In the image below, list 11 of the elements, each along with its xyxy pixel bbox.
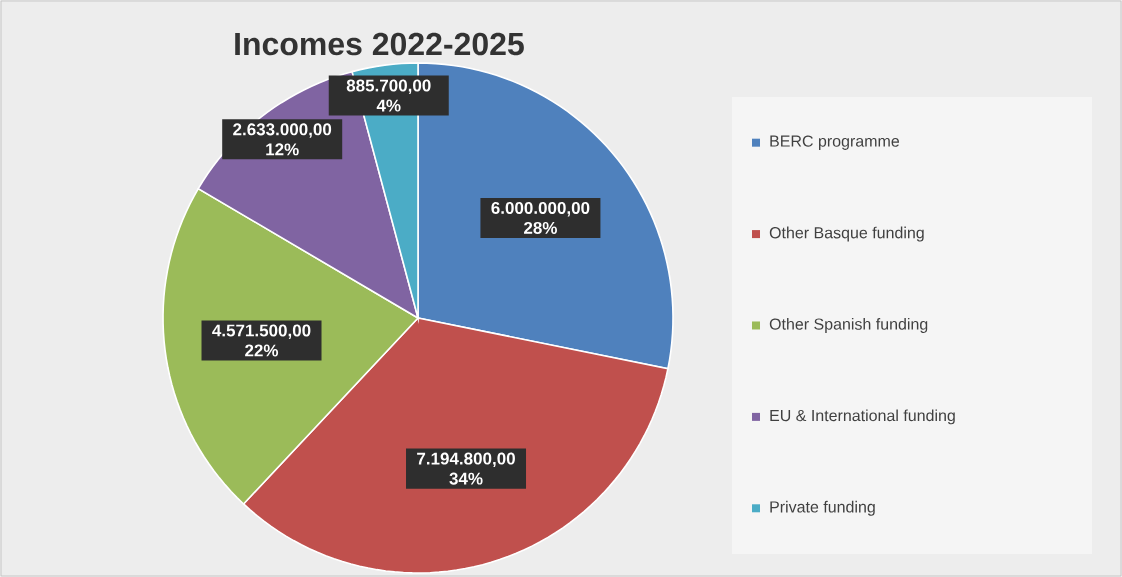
legend-label: EU & International funding: [770, 409, 955, 425]
chart-title: Incomes 2022-2025: [235, 32, 524, 56]
legend-label: Other Spanish funding: [769, 318, 928, 333]
data-label: 885.700,00 4%: [346, 79, 431, 112]
legend-label: BERC programme: [770, 135, 900, 150]
data-label: 6.000.000,00 28%: [491, 201, 590, 234]
data-label: 7.194.800,00 34%: [417, 452, 515, 485]
legend-label: Other Basque funding: [769, 226, 924, 242]
data-label: 2.633.000,00 12%: [233, 123, 332, 156]
data-label: 4.571.500,00 22%: [212, 324, 311, 357]
legend-label: Private funding: [770, 500, 875, 516]
